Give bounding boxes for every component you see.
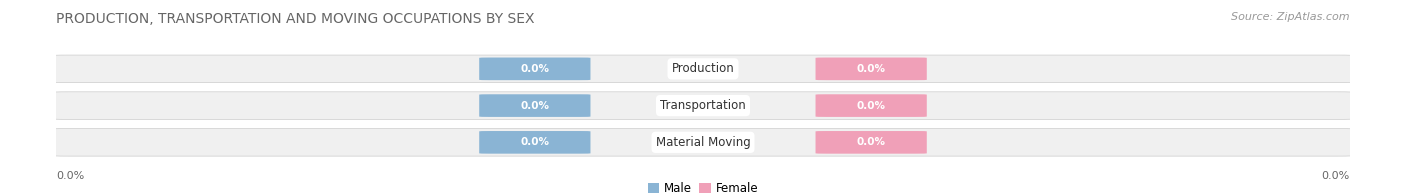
Text: 0.0%: 0.0%	[520, 64, 550, 74]
Text: Material Moving: Material Moving	[655, 136, 751, 149]
FancyBboxPatch shape	[49, 129, 1357, 156]
Legend: Male, Female: Male, Female	[643, 177, 763, 196]
FancyBboxPatch shape	[815, 94, 927, 117]
Text: 0.0%: 0.0%	[856, 64, 886, 74]
FancyBboxPatch shape	[49, 92, 1357, 119]
FancyBboxPatch shape	[479, 94, 591, 117]
Text: 0.0%: 0.0%	[856, 101, 886, 111]
FancyBboxPatch shape	[815, 131, 927, 154]
FancyBboxPatch shape	[49, 55, 1357, 83]
FancyBboxPatch shape	[479, 131, 591, 154]
FancyBboxPatch shape	[479, 58, 591, 80]
Text: 0.0%: 0.0%	[56, 171, 84, 181]
Text: 0.0%: 0.0%	[520, 137, 550, 147]
FancyBboxPatch shape	[815, 58, 927, 80]
Text: Production: Production	[672, 62, 734, 75]
Text: 0.0%: 0.0%	[520, 101, 550, 111]
Text: PRODUCTION, TRANSPORTATION AND MOVING OCCUPATIONS BY SEX: PRODUCTION, TRANSPORTATION AND MOVING OC…	[56, 12, 534, 26]
Text: 0.0%: 0.0%	[856, 137, 886, 147]
Text: 0.0%: 0.0%	[1322, 171, 1350, 181]
Text: Source: ZipAtlas.com: Source: ZipAtlas.com	[1232, 12, 1350, 22]
Text: Transportation: Transportation	[661, 99, 745, 112]
